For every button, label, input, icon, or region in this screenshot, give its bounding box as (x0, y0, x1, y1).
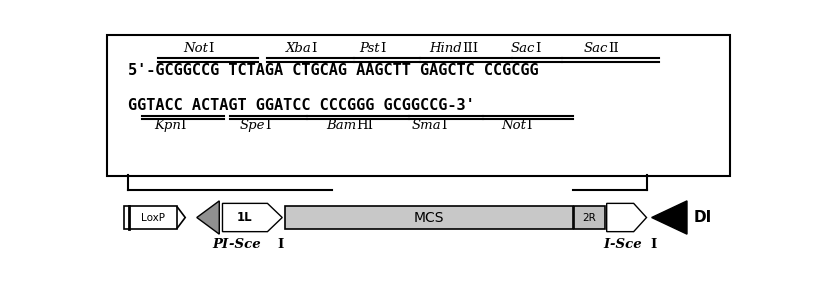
Text: I: I (535, 42, 540, 56)
Text: Bam: Bam (325, 119, 356, 132)
Text: HI: HI (356, 119, 373, 132)
Text: I: I (650, 238, 656, 251)
Text: 5'-GCGGCCG TCTAGA CTGCAG AAGCTT GAGCTC CCGCGG: 5'-GCGGCCG TCTAGA CTGCAG AAGCTT GAGCTC C… (128, 62, 538, 77)
Bar (124, 206, 176, 229)
Polygon shape (196, 201, 219, 234)
Bar (573, 206, 604, 229)
Text: Xba: Xba (285, 42, 310, 56)
Text: 1L: 1L (237, 211, 253, 224)
Text: -Sce: -Sce (609, 238, 645, 251)
Text: Hind: Hind (429, 42, 461, 56)
Text: I: I (181, 119, 185, 132)
Text: DI: DI (692, 210, 710, 225)
Text: III: III (461, 42, 478, 56)
Text: Sma: Sma (412, 119, 441, 132)
Text: PI: PI (213, 238, 229, 251)
Bar (285, 206, 572, 229)
Text: GGTACC ACTAGT GGATCC CCCGGG GCGGCCG-3': GGTACC ACTAGT GGATCC CCCGGG GCGGCCG-3' (128, 98, 474, 113)
Text: MCS: MCS (413, 211, 444, 225)
Text: Sac: Sac (583, 42, 607, 56)
Text: Sac: Sac (510, 42, 535, 56)
Text: Pst: Pst (359, 42, 379, 56)
Text: Not: Not (183, 42, 208, 56)
FancyBboxPatch shape (107, 35, 729, 177)
Text: I: I (277, 238, 283, 251)
Polygon shape (606, 203, 646, 232)
Text: Spe: Spe (240, 119, 265, 132)
Text: I: I (603, 238, 609, 251)
Text: Not: Not (501, 119, 526, 132)
Text: I: I (379, 42, 385, 56)
Text: 2R: 2R (582, 213, 595, 223)
Text: I: I (208, 42, 214, 56)
Text: I: I (526, 119, 531, 132)
Text: I: I (441, 119, 446, 132)
Text: LoxP: LoxP (141, 213, 165, 223)
Text: Kpn: Kpn (154, 119, 181, 132)
Polygon shape (651, 201, 686, 234)
Text: I: I (265, 119, 271, 132)
Polygon shape (222, 203, 282, 232)
Text: I: I (310, 42, 316, 56)
Text: II: II (607, 42, 618, 56)
Text: -Sce: -Sce (229, 238, 265, 251)
